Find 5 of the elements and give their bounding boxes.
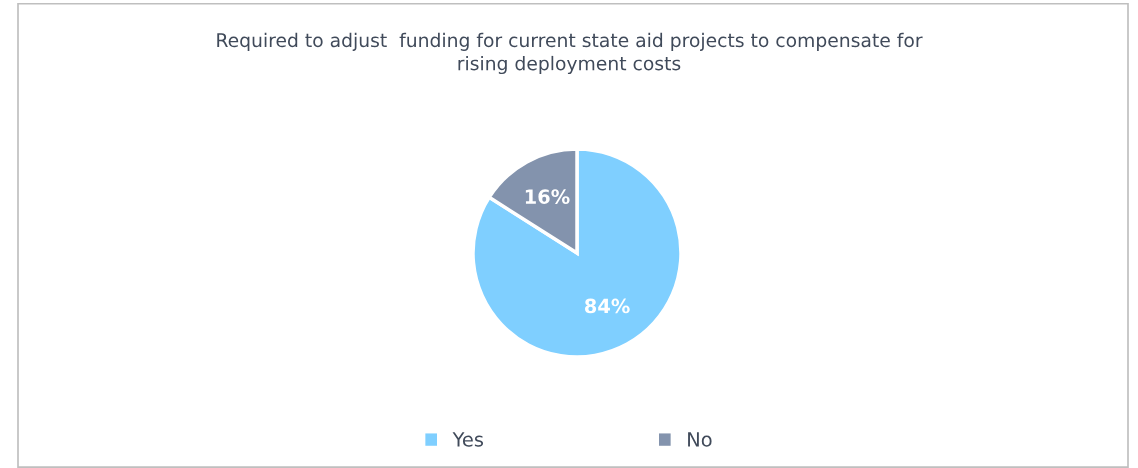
legend-label: Yes: [452, 432, 484, 447]
chart-title: Required to adjust funding for current state aid projects to compensate for rising deployment costs: [217, 32, 923, 75]
data-label: 84%: [584, 298, 630, 314]
data-label: 16%: [525, 189, 570, 204]
legend-label: No: [688, 432, 712, 447]
